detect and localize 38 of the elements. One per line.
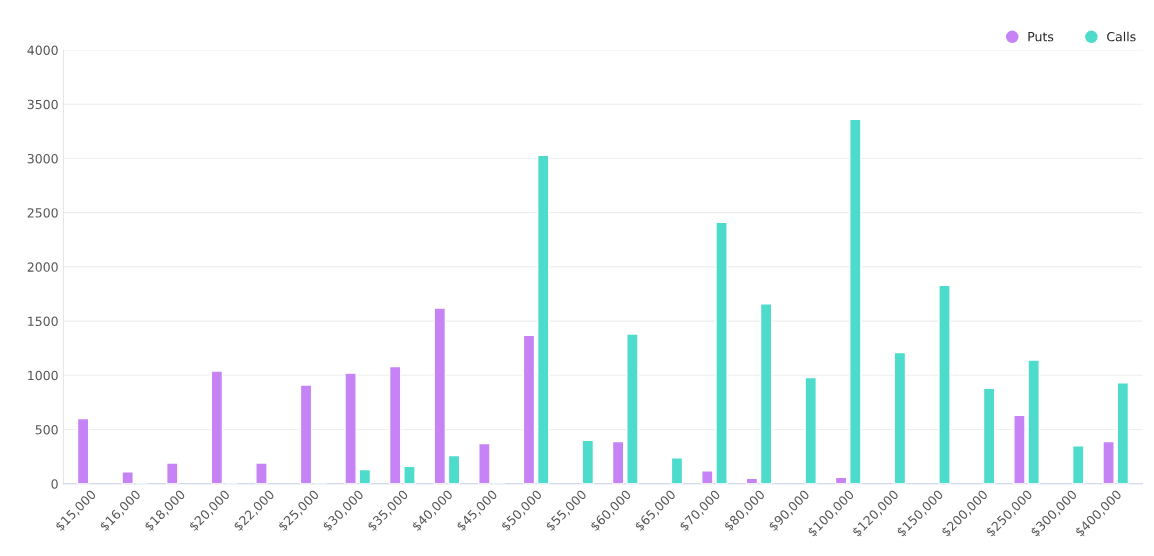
legend-label: Puts [1028, 32, 1054, 42]
bar [893, 351, 907, 484]
bar [581, 439, 595, 484]
bar [1102, 440, 1115, 484]
bar [670, 457, 684, 484]
bar [433, 307, 447, 484]
bar [403, 465, 416, 484]
bar [358, 468, 372, 484]
bar [76, 417, 90, 484]
y-tick-label: 1000 [28, 370, 58, 381]
bar [121, 471, 134, 484]
bar [536, 154, 550, 484]
bar [849, 118, 862, 484]
bar [255, 462, 268, 484]
bar [522, 334, 536, 484]
bar [611, 440, 625, 484]
bar [165, 462, 179, 484]
y-tick-label: 3000 [27, 153, 58, 164]
y-tick-label: 4000 [27, 45, 58, 55]
bar [210, 370, 224, 484]
y-tick-label: 0 [51, 479, 58, 489]
legend-label: Calls [1107, 31, 1136, 42]
bar [759, 303, 773, 484]
bar [344, 372, 357, 484]
y-tick-label: 2500 [27, 208, 58, 218]
y-tick-label: 500 [35, 424, 58, 435]
y-tick-label: 3500 [27, 99, 58, 110]
bar [938, 284, 951, 484]
y-tick-label: 2000 [27, 262, 58, 272]
bar [299, 384, 313, 484]
bar [447, 454, 461, 484]
bar [626, 333, 639, 484]
y-tick-label: 1500 [28, 316, 58, 327]
bar [804, 376, 818, 484]
bar [982, 387, 996, 484]
bar [1071, 445, 1085, 484]
bar [1116, 382, 1130, 484]
bar [388, 365, 402, 484]
